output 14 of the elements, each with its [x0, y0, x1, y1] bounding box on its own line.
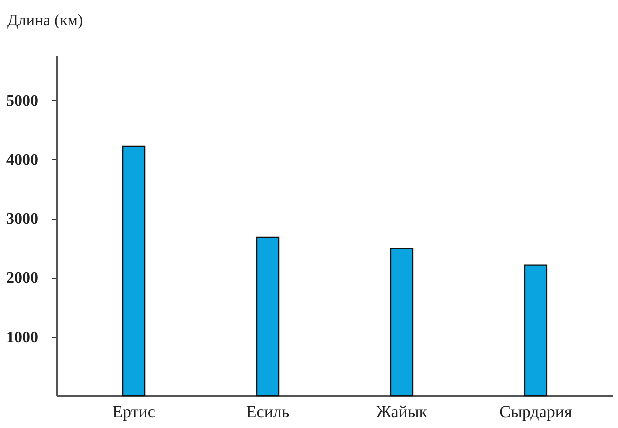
y-tick-label: 3000: [6, 211, 38, 228]
bar: [122, 146, 146, 397]
y-tick-label: 5000: [6, 92, 38, 110]
x-tick-label: Сырдария: [500, 402, 572, 422]
x-tick-label: Ертис: [112, 402, 156, 422]
y-tick-label: 1000: [6, 329, 38, 346]
y-tick-label: 4000: [6, 152, 38, 169]
x-tick-label: Жайык: [376, 402, 428, 422]
y-tick-label: 2000: [6, 270, 38, 288]
x-tick-label: Есиль: [246, 402, 290, 422]
bar: [256, 236, 280, 397]
bar: [524, 264, 548, 397]
y-axis-title: Длина (км): [8, 12, 84, 30]
bar: [390, 248, 414, 397]
